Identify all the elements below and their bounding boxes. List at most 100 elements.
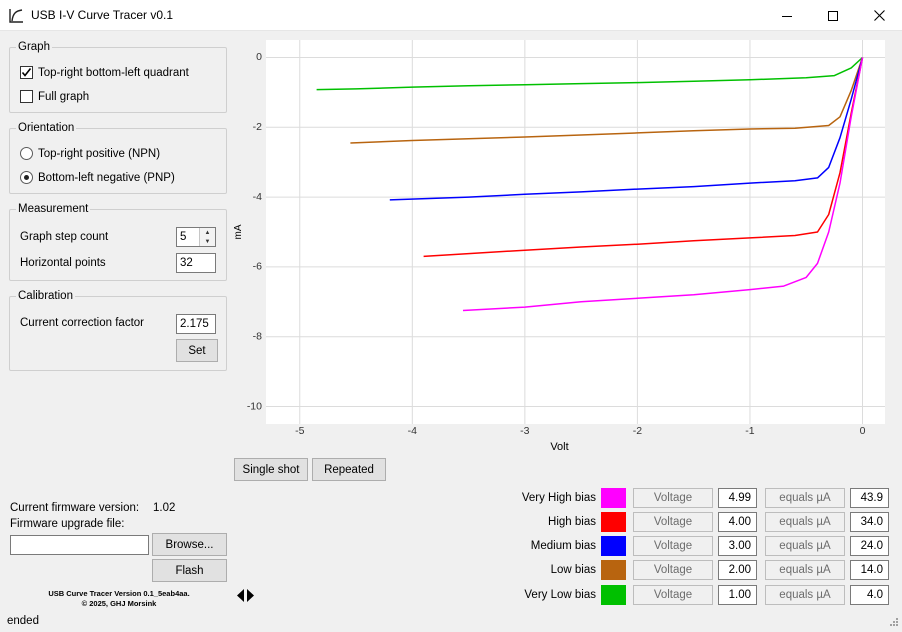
voltage-label-field: Voltage bbox=[633, 585, 713, 605]
series-line bbox=[462, 57, 864, 312]
close-button[interactable] bbox=[856, 0, 902, 31]
x-tick-label: -2 bbox=[633, 425, 642, 437]
bias-label: Low bias bbox=[550, 564, 596, 576]
voltage-label-field: Voltage bbox=[633, 536, 713, 556]
y-tick-label: -2 bbox=[253, 121, 262, 133]
y-tick-label: -8 bbox=[253, 331, 262, 343]
step-count-label: Graph step count bbox=[20, 231, 109, 243]
full-graph-label: Full graph bbox=[38, 90, 90, 103]
x-tick-label: -1 bbox=[745, 425, 754, 437]
voltage-input[interactable]: 1.00 bbox=[718, 585, 757, 605]
set-button[interactable]: Set bbox=[176, 339, 218, 362]
quadrant-label: Top-right bottom-left quadrant bbox=[38, 66, 189, 79]
x-tick-label: 0 bbox=[860, 425, 866, 437]
horizontal-points-value: 32 bbox=[180, 257, 193, 269]
firmware-version-label: Current firmware version: bbox=[10, 502, 140, 514]
bias-label: High bias bbox=[548, 516, 596, 528]
quadrant-option[interactable]: Top-right bottom-left quadrant bbox=[20, 66, 189, 79]
step-count-input[interactable]: 5 ▲ ▼ bbox=[176, 227, 216, 247]
calibration-group: Calibration Current correction factor 2.… bbox=[9, 289, 227, 371]
measurement-group: Measurement Graph step count 5 ▲ ▼ Horiz… bbox=[9, 202, 227, 281]
bias-color-swatch[interactable] bbox=[601, 488, 626, 508]
current-value[interactable]: 34.0 bbox=[850, 512, 889, 532]
chart-grid bbox=[266, 40, 885, 424]
full-graph-checkbox[interactable] bbox=[20, 90, 33, 103]
plot-area bbox=[266, 40, 885, 424]
chart-tick-labels: -5 -4 -3 -2 -1 00-2-4-6-8-10 bbox=[247, 51, 866, 437]
maximize-button[interactable] bbox=[810, 0, 856, 31]
x-tick-label: -5 bbox=[295, 425, 304, 437]
minimize-icon bbox=[782, 15, 792, 17]
nav-arrows-button[interactable] bbox=[235, 586, 256, 605]
minimize-button[interactable] bbox=[764, 0, 810, 31]
current-value[interactable]: 14.0 bbox=[850, 560, 889, 580]
orientation-group: Orientation Top-right positive (NPN) Bot… bbox=[9, 121, 227, 194]
quadrant-checkbox[interactable] bbox=[20, 66, 33, 79]
horizontal-points-label: Horizontal points bbox=[20, 257, 106, 269]
current-value[interactable]: 4.0 bbox=[850, 585, 889, 605]
equals-label-field: equals µA bbox=[765, 560, 845, 580]
voltage-input[interactable]: 2.00 bbox=[718, 560, 757, 580]
chart-series bbox=[316, 56, 864, 312]
orientation-group-title: Orientation bbox=[16, 121, 77, 135]
y-tick-label: 0 bbox=[256, 51, 262, 63]
bias-label: Medium bias bbox=[530, 540, 596, 552]
repeated-button[interactable]: Repeated bbox=[312, 458, 386, 481]
current-value[interactable]: 24.0 bbox=[850, 536, 889, 556]
curve-icon bbox=[9, 9, 23, 23]
footer-version: USB Curve Tracer Version 0.1_5eab4aa. bbox=[48, 589, 190, 598]
calibration-group-title: Calibration bbox=[16, 289, 75, 303]
bias-label: Very High bias bbox=[521, 492, 596, 504]
spin-up-icon[interactable]: ▲ bbox=[204, 229, 211, 236]
y-tick-label: -4 bbox=[253, 191, 262, 203]
equals-label-field: equals µA bbox=[765, 512, 845, 532]
correction-factor-label: Current correction factor bbox=[20, 317, 144, 329]
npn-radio[interactable] bbox=[20, 147, 33, 160]
bias-color-swatch[interactable] bbox=[601, 585, 626, 605]
pnp-option[interactable]: Bottom-left negative (PNP) bbox=[20, 171, 175, 184]
current-value[interactable]: 43.9 bbox=[850, 488, 889, 508]
maximize-icon bbox=[828, 10, 838, 21]
step-count-value: 5 bbox=[180, 231, 187, 243]
series-line bbox=[423, 57, 864, 258]
voltage-label-field: Voltage bbox=[633, 512, 713, 532]
firmware-file-input[interactable] bbox=[10, 535, 149, 555]
voltage-input[interactable]: 4.99 bbox=[718, 488, 757, 508]
spin-down-icon[interactable]: ▼ bbox=[204, 238, 211, 245]
correction-factor-input[interactable]: 2.175 bbox=[176, 314, 216, 334]
npn-label: Top-right positive (NPN) bbox=[38, 147, 161, 160]
x-tick-label: -3 bbox=[520, 425, 529, 437]
bias-color-swatch[interactable] bbox=[601, 560, 626, 580]
horizontal-points-input[interactable]: 32 bbox=[176, 253, 216, 273]
status-text: ended bbox=[7, 615, 39, 627]
voltage-input[interactable]: 3.00 bbox=[718, 536, 757, 556]
voltage-label-field: Voltage bbox=[633, 488, 713, 508]
firmware-upgrade-label: Firmware upgrade file: bbox=[10, 518, 125, 530]
correction-factor-value: 2.175 bbox=[180, 318, 209, 330]
series-line bbox=[389, 57, 864, 201]
chart-x-axis-label: Volt bbox=[550, 441, 568, 453]
y-tick-label: -6 bbox=[253, 261, 262, 273]
resize-grip-icon[interactable] bbox=[886, 616, 899, 629]
browse-button[interactable]: Browse... bbox=[152, 533, 227, 556]
single-shot-button[interactable]: Single shot bbox=[234, 458, 308, 481]
close-icon bbox=[873, 10, 885, 21]
npn-option[interactable]: Top-right positive (NPN) bbox=[20, 147, 160, 160]
measurement-group-title: Measurement bbox=[16, 202, 91, 216]
title-bar: USB I-V Curve Tracer v0.1 bbox=[0, 0, 902, 31]
equals-label-field: equals µA bbox=[765, 536, 845, 556]
step-count-spinner[interactable]: ▲ ▼ bbox=[199, 228, 215, 246]
voltage-input[interactable]: 4.00 bbox=[718, 512, 757, 532]
pnp-radio[interactable] bbox=[20, 171, 33, 184]
flash-button[interactable]: Flash bbox=[152, 559, 227, 582]
bias-color-swatch[interactable] bbox=[601, 512, 626, 532]
equals-label-field: equals µA bbox=[765, 488, 845, 508]
chart-y-axis-label: mA bbox=[233, 224, 244, 239]
full-graph-option[interactable]: Full graph bbox=[20, 90, 89, 103]
footer-copyright: © 2025, GHJ Morsink bbox=[81, 599, 157, 608]
bias-color-swatch[interactable] bbox=[601, 536, 626, 556]
graph-group-title: Graph bbox=[16, 40, 52, 54]
graph-group: Graph Top-right bottom-left quadrant Ful… bbox=[9, 40, 227, 113]
checkmark-icon bbox=[21, 68, 32, 77]
firmware-version-value: 1.02 bbox=[153, 502, 176, 514]
